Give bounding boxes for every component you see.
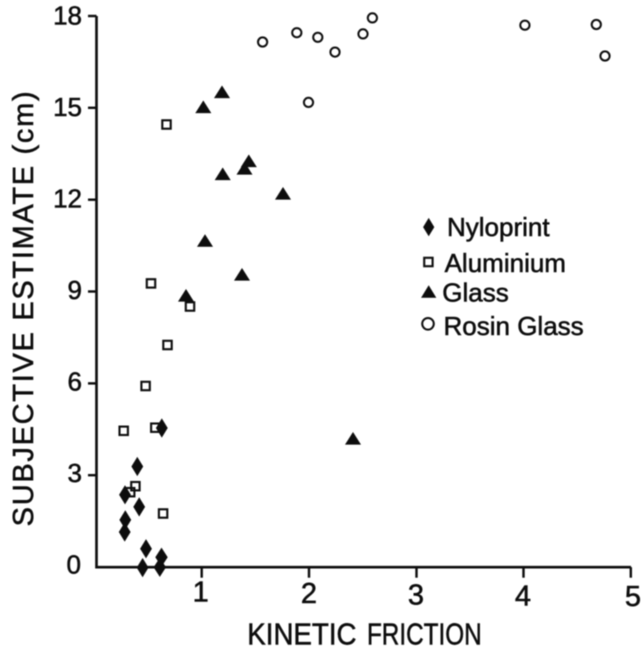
svg-text:9: 9: [68, 275, 82, 305]
svg-text:12: 12: [53, 183, 82, 213]
svg-text:Glass: Glass: [442, 277, 508, 307]
svg-text:Aluminium: Aluminium: [445, 248, 566, 278]
svg-text:1: 1: [193, 577, 209, 609]
svg-text:FRICTION: FRICTION: [367, 617, 482, 650]
svg-text:4: 4: [515, 580, 531, 612]
svg-text:Rosin Glass: Rosin Glass: [444, 311, 584, 341]
svg-text:6: 6: [68, 366, 82, 396]
svg-text:3: 3: [68, 458, 82, 488]
svg-text:3: 3: [408, 579, 424, 611]
svg-text:KINETIC: KINETIC: [247, 618, 356, 650]
svg-text:Nyloprint: Nyloprint: [447, 212, 550, 242]
svg-text:0: 0: [67, 549, 81, 579]
svg-text:2: 2: [301, 578, 317, 610]
svg-text:15: 15: [53, 92, 82, 122]
svg-text:SUBJECTIVE ESTIMATE (cm): SUBJECTIVE ESTIMATE (cm): [8, 90, 40, 527]
svg-text:5: 5: [625, 581, 641, 613]
svg-text:18: 18: [53, 0, 82, 30]
